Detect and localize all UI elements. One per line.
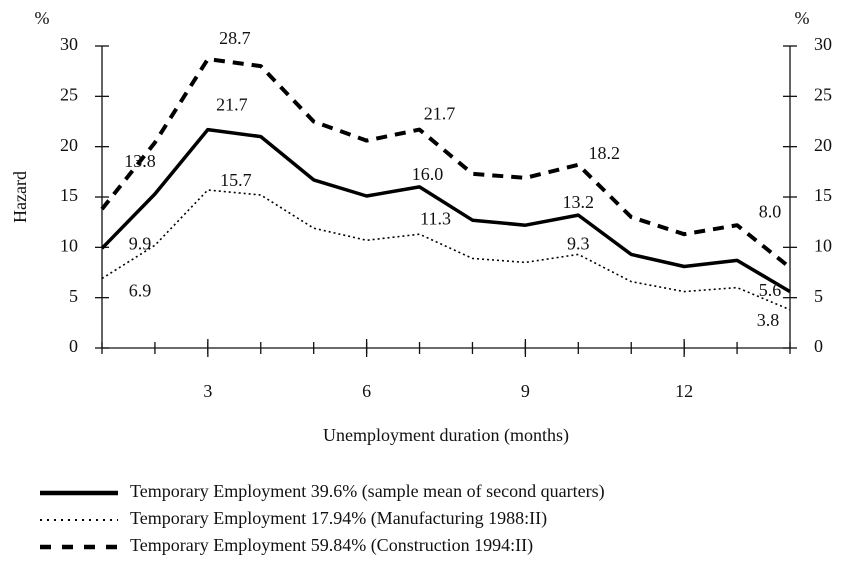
legend-label: Temporary Employment 39.6% (sample mean … [130,481,605,502]
data-label: 8.0 [759,202,782,222]
y-tick-label: 5 [69,286,78,306]
data-label: 13.8 [124,151,156,171]
x-tick-label: 3 [203,381,212,401]
y-tick-label: 10 [60,235,78,255]
y-tick-label: 25 [60,84,78,104]
data-label: 6.9 [129,281,152,301]
data-label: 9.9 [129,233,152,253]
y-tick-label: 20 [60,135,78,155]
data-label: 13.2 [563,192,595,212]
series-line [100,57,792,270]
data-label: 9.3 [567,234,590,254]
data-label: 21.7 [216,95,248,115]
y2-tick-label: 5 [814,286,823,306]
data-label: 5.6 [759,280,782,300]
x-axis-label: Unemployment duration (months) [323,425,569,446]
data-label: 11.3 [420,208,451,228]
x-tick-label: 9 [521,381,530,401]
y-tick-label: 30 [60,34,78,54]
y2-tick-label: 30 [814,34,832,54]
y2-tick-label: 0 [814,336,823,356]
y-tick-label: 15 [60,185,78,205]
y-unit-left: % [35,8,50,28]
series-line [100,127,791,294]
data-label: 15.7 [220,170,252,190]
data-label: 3.8 [757,310,780,330]
y2-tick-label: 10 [814,235,832,255]
y2-tick-label: 25 [814,84,832,104]
y-tick-label: 0 [69,336,78,356]
x-tick-label: 6 [362,381,371,401]
data-label: 16.0 [412,164,444,184]
legend-label: Temporary Employment 59.84% (Constructio… [130,535,533,556]
data-label: 18.2 [589,143,621,163]
y2-tick-label: 15 [814,185,832,205]
y-unit-right: % [795,8,810,28]
series-line [101,189,791,311]
data-label: 21.7 [424,104,456,124]
x-tick-label: 12 [675,381,693,401]
legend-label: Temporary Employment 17.94% (Manufacturi… [130,508,547,529]
y-axis-label: Hazard [10,171,30,223]
y2-tick-label: 20 [814,135,832,155]
data-label: 28.7 [219,28,251,48]
